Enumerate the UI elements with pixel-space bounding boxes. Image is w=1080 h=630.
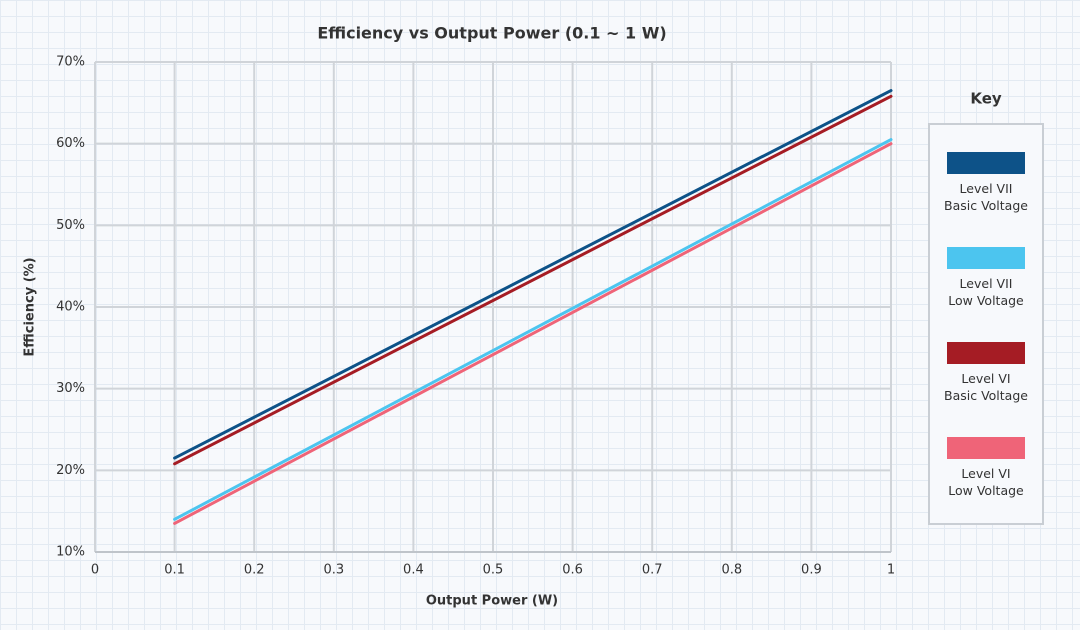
- legend-label: Level VII Low Voltage: [948, 276, 1024, 308]
- legend-label: Level VI Low Voltage: [948, 466, 1024, 498]
- x-tick-label: 0.5: [483, 563, 504, 578]
- legend-swatch: [947, 247, 1025, 269]
- x-tick-label: 1: [887, 563, 895, 578]
- x-tick-label: 0: [91, 563, 99, 578]
- series-line: [173, 94, 893, 466]
- legend-label: Level VII Basic Voltage: [944, 181, 1028, 213]
- x-tick-label: 0.2: [244, 563, 265, 578]
- y-tick-label: 50%: [56, 218, 85, 233]
- x-tick-label: 0.7: [642, 563, 663, 578]
- x-axis-title: Output Power (W): [426, 594, 558, 609]
- x-tick-label: 0.9: [801, 563, 822, 578]
- y-tick-label: 40%: [56, 300, 85, 315]
- legend-swatch: [947, 437, 1025, 459]
- legend-title: Key: [970, 90, 1002, 108]
- chart-title: Efficiency vs Output Power (0.1 ~ 1 W): [317, 24, 666, 43]
- y-axis-title: Efficiency (%): [23, 257, 38, 356]
- y-tick-label: 10%: [56, 545, 85, 560]
- series-line: [173, 142, 893, 525]
- legend-label: Level VI Basic Voltage: [944, 371, 1028, 403]
- series-line: [173, 89, 893, 460]
- y-tick-label: 70%: [56, 55, 85, 70]
- x-tick-label: 0.1: [164, 563, 185, 578]
- y-tick-label: 60%: [56, 136, 85, 151]
- series-line: [173, 138, 893, 521]
- y-tick-label: 30%: [56, 381, 85, 396]
- x-tick-label: 0.4: [403, 563, 424, 578]
- legend-swatch: [947, 152, 1025, 174]
- y-tick-label: 20%: [56, 463, 85, 478]
- x-tick-label: 0.6: [562, 563, 583, 578]
- legend-swatch: [947, 342, 1025, 364]
- x-tick-label: 0.3: [323, 563, 344, 578]
- x-tick-label: 0.8: [721, 563, 742, 578]
